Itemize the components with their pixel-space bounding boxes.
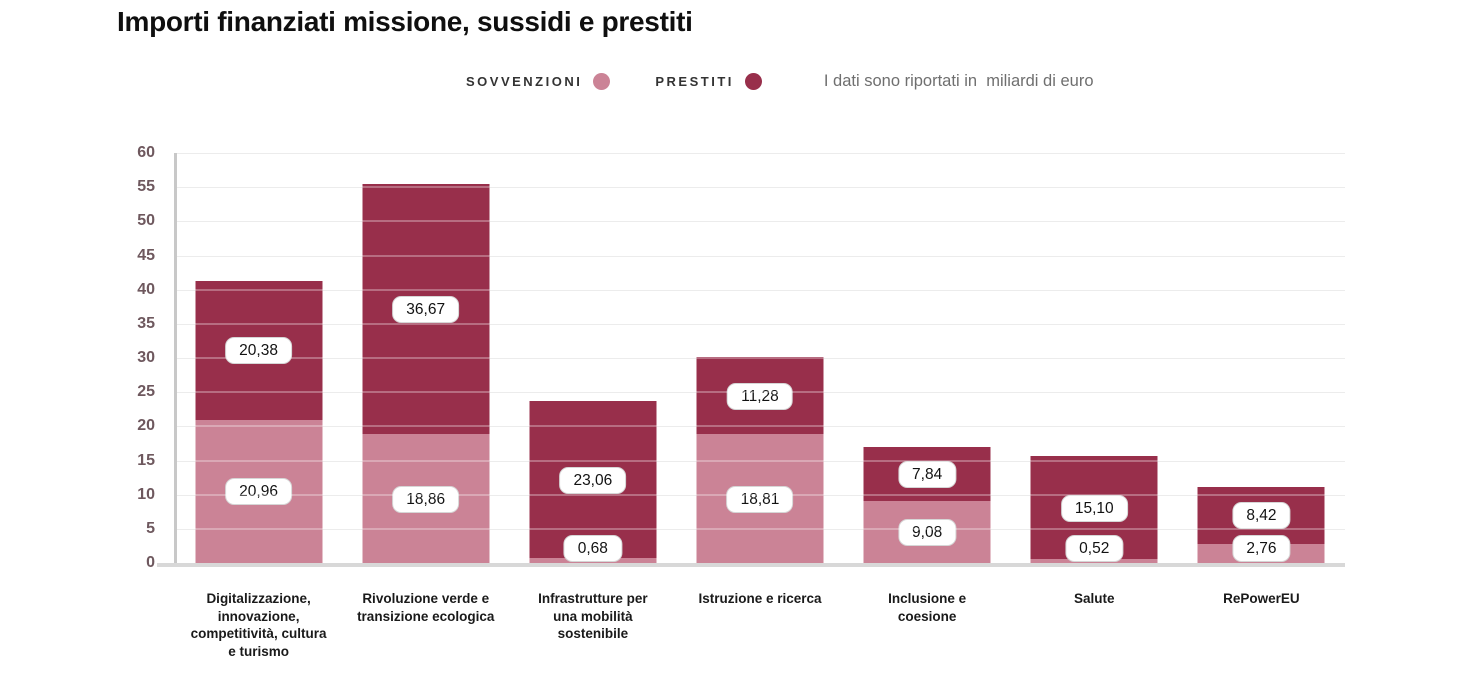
stacked-bar[interactable]: 20,38 20,96: [195, 280, 323, 563]
y-axis-tick-label: 15: [137, 451, 155, 469]
prestiti-swatch-icon: [744, 73, 762, 90]
legend-label-sovvenzioni: SOVVENZIONI: [466, 74, 583, 89]
category-label: Digitalizzazione, innovazione, competiti…: [190, 591, 327, 659]
bar-slot: 8,42 2,76: [1178, 153, 1345, 563]
grid-line: [175, 323, 1345, 325]
bars: 20,38 20,96 36,67 18,86 23,06 0,68 11,28 18,81 7…: [175, 153, 1345, 563]
value-label-sovvenzioni: 2,76: [1232, 535, 1291, 562]
y-axis-line: [174, 153, 177, 567]
y-axis-tick-label: 10: [137, 485, 155, 503]
value-label-sovvenzioni: 20,96: [225, 478, 292, 506]
legend: SOVVENZIONI PRESTITI I dati sono riporta…: [466, 72, 1094, 91]
x-axis-labels: Digitalizzazione, innovazione, competiti…: [175, 590, 1345, 660]
grid-line: [175, 221, 1345, 223]
y-axis-tick-label: 50: [137, 212, 155, 230]
value-label-sovvenzioni: 0,68: [563, 535, 622, 562]
value-label-sovvenzioni: 9,08: [898, 518, 957, 546]
units-note: I dati sono riportati in miliardi di eur…: [823, 72, 1094, 90]
bar-slot: 15,10 0,52: [1011, 153, 1178, 563]
grid-line: [175, 289, 1345, 291]
legend-item-prestiti[interactable]: PRESTITI: [655, 73, 762, 90]
y-axis-tick-label: 20: [137, 417, 155, 435]
value-label-prestiti: 36,67: [392, 295, 460, 323]
legend-label-prestiti: PRESTITI: [655, 74, 734, 89]
category-label: Rivoluzione verde e transizione ecologic…: [357, 591, 495, 624]
y-axis: 0 5 10 15 20 25 30 35 40 45 50 55 60: [103, 144, 163, 571]
y-axis-tick-label: 55: [137, 178, 155, 196]
stacked-bar[interactable]: 15,10 0,52: [1030, 456, 1158, 563]
value-label-prestiti: 23,06: [559, 466, 627, 494]
value-label-sovvenzioni: 0,52: [1065, 535, 1124, 562]
x-axis-line: [157, 563, 1345, 567]
value-label-sovvenzioni: 18,81: [726, 485, 794, 513]
bar-slot: 11,28 18,81: [676, 153, 843, 563]
stacked-bar[interactable]: 36,67 18,86: [362, 183, 490, 563]
y-axis-tick-label: 0: [146, 554, 155, 571]
category-label: RePowerEU: [1223, 591, 1300, 606]
y-axis-tick-label: 60: [137, 144, 155, 161]
page-title: Importi finanziati missione, sussidi e p…: [117, 6, 693, 37]
bar-slot: 20,38 20,96: [175, 153, 342, 563]
y-axis-tick-label: 5: [146, 519, 155, 537]
y-axis-tick-label: 40: [137, 280, 155, 298]
stacked-bar[interactable]: 11,28 18,81: [696, 357, 824, 563]
value-label-prestiti: 20,38: [225, 337, 292, 365]
sovvenzioni-swatch-icon: [593, 73, 611, 90]
category-label: Inclusione e coesione: [888, 591, 967, 624]
y-axis-tick-label: 45: [137, 246, 155, 264]
plot-area: 0 5 10 15 20 25 30 35 40 45 50 55 60 20,38 20,96 36,67…: [137, 144, 1345, 571]
value-label-prestiti: 7,84: [898, 461, 957, 489]
value-label-sovvenzioni: 18,86: [392, 485, 460, 513]
stacked-bar[interactable]: 7,84 9,08: [863, 447, 991, 563]
y-axis-tick-label: 30: [137, 349, 155, 366]
value-label-prestiti: 15,10: [1060, 494, 1128, 522]
y-axis-tick-label: 25: [137, 383, 155, 401]
category-label: Salute: [1074, 591, 1115, 606]
bar-slot: 36,67 18,86: [342, 153, 509, 563]
bar-slot: 23,06 0,68: [509, 153, 676, 563]
value-label-prestiti: 11,28: [727, 382, 793, 410]
value-label-prestiti: 8,42: [1232, 502, 1291, 530]
stacked-bar[interactable]: 8,42 2,76: [1197, 486, 1325, 563]
grid-line: [175, 187, 1345, 189]
grid-line: [175, 255, 1345, 257]
bar-slot: 7,84 9,08: [844, 153, 1011, 563]
category-label: Infrastrutture per una mobilità sostenib…: [538, 591, 648, 641]
y-axis-tick-label: 35: [137, 314, 155, 332]
stacked-bar[interactable]: 23,06 0,68: [529, 400, 657, 563]
category-label: Istruzione e ricerca: [698, 591, 822, 606]
grid-line: [175, 153, 1345, 154]
legend-item-sovvenzioni[interactable]: SOVVENZIONI: [466, 73, 611, 90]
